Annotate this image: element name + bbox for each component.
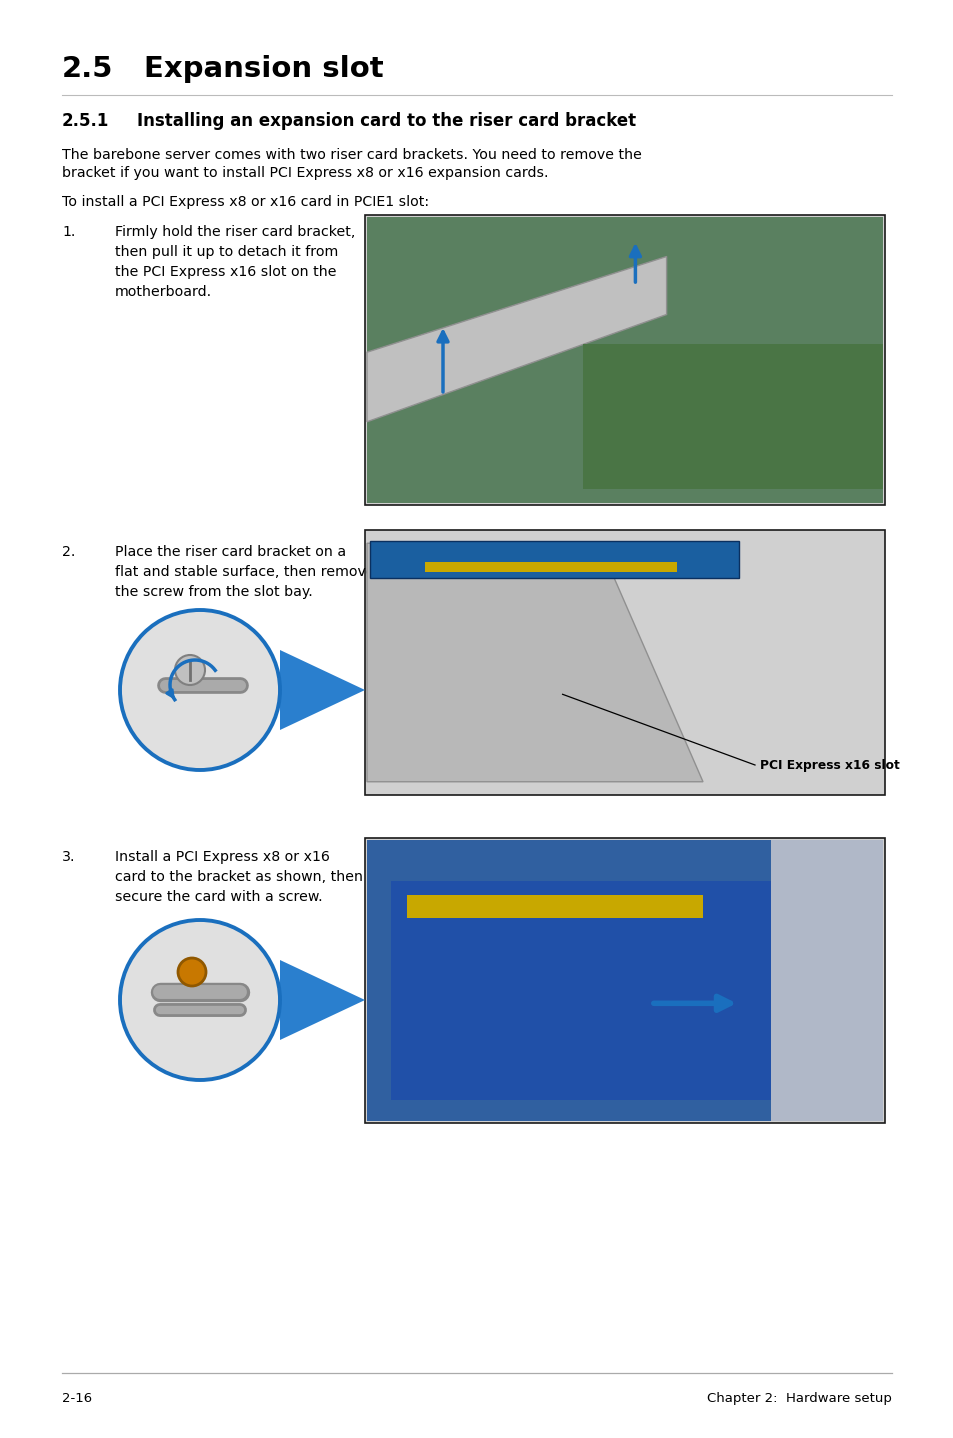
FancyBboxPatch shape (367, 840, 882, 1122)
Text: Installing an expansion card to the riser card bracket: Installing an expansion card to the rise… (137, 112, 636, 129)
Text: 2-16: 2-16 (62, 1392, 92, 1405)
FancyBboxPatch shape (365, 838, 884, 1123)
Text: Install a PCI Express x8 or x16
card to the bracket as shown, then
secure the ca: Install a PCI Express x8 or x16 card to … (115, 850, 363, 905)
Text: 3.: 3. (62, 850, 75, 864)
Text: Expansion slot: Expansion slot (144, 55, 383, 83)
Text: To install a PCI Express x8 or x16 card in PCIE1 slot:: To install a PCI Express x8 or x16 card … (62, 196, 429, 209)
FancyBboxPatch shape (365, 531, 884, 795)
FancyBboxPatch shape (367, 217, 882, 503)
Text: The barebone server comes with two riser card brackets. You need to remove the: The barebone server comes with two riser… (62, 148, 641, 162)
Polygon shape (280, 650, 365, 731)
Polygon shape (583, 344, 882, 489)
Text: 2.5: 2.5 (62, 55, 113, 83)
Polygon shape (406, 894, 702, 917)
Polygon shape (424, 562, 677, 572)
Polygon shape (367, 256, 666, 421)
Polygon shape (280, 961, 365, 1040)
Circle shape (178, 958, 206, 986)
Circle shape (174, 654, 205, 684)
Text: 1.: 1. (62, 224, 75, 239)
Text: Firmly hold the riser card bracket,
then pull it up to detach it from
the PCI Ex: Firmly hold the riser card bracket, then… (115, 224, 355, 299)
Text: 2.5.1: 2.5.1 (62, 112, 110, 129)
Text: bracket if you want to install PCI Express x8 or x16 expansion cards.: bracket if you want to install PCI Expre… (62, 165, 548, 180)
FancyBboxPatch shape (365, 216, 884, 505)
Text: Place the riser card bracket on a
flat and stable surface, then remove
the screw: Place the riser card bracket on a flat a… (115, 545, 375, 600)
Polygon shape (370, 541, 739, 578)
Circle shape (120, 610, 280, 769)
Text: 2.: 2. (62, 545, 75, 559)
Text: Chapter 2:  Hardware setup: Chapter 2: Hardware setup (706, 1392, 891, 1405)
Polygon shape (367, 544, 702, 782)
Text: PCI Express x16 slot: PCI Express x16 slot (760, 758, 899, 772)
Circle shape (120, 920, 280, 1080)
Polygon shape (391, 880, 858, 1100)
Polygon shape (770, 840, 882, 1122)
